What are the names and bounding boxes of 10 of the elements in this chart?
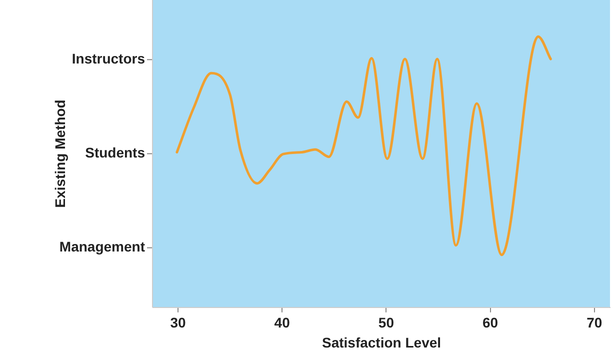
x-axis-title: Satisfaction Level	[322, 334, 442, 350]
x-tick-label: 50	[378, 314, 394, 331]
text: Students	[85, 144, 146, 161]
text: Management	[59, 238, 146, 255]
x-tick-label: 30	[170, 314, 186, 331]
x-tick-label: 70	[586, 314, 602, 331]
text: Existing Method	[52, 100, 68, 208]
x-tick-label: 40	[274, 314, 290, 331]
x-tick-label: 60	[482, 314, 498, 331]
text: Instructors	[72, 50, 146, 66]
